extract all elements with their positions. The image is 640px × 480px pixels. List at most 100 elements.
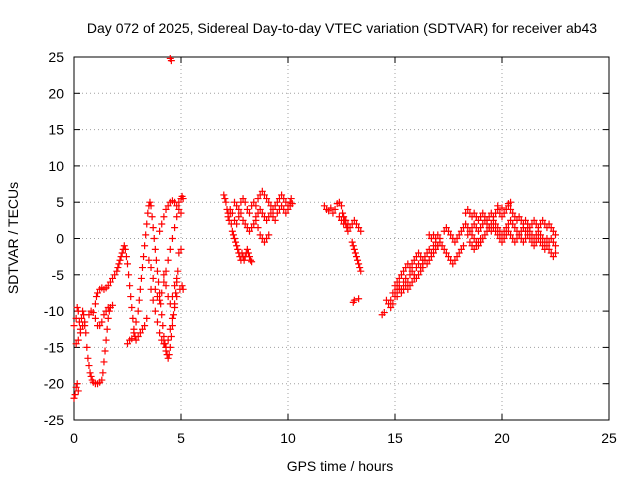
y-tick-label: 25 (48, 49, 64, 65)
data-point (77, 314, 85, 322)
data-point (356, 264, 364, 272)
data-point (256, 231, 264, 239)
data-point (350, 245, 358, 253)
data-point (408, 260, 416, 268)
data-point (502, 224, 510, 232)
data-point (152, 256, 160, 264)
data-point (355, 224, 363, 232)
data-point (235, 213, 243, 221)
y-tick-label: 0 (56, 231, 64, 247)
data-point (511, 238, 519, 246)
data-point (175, 249, 183, 257)
data-point (143, 220, 151, 228)
data-point (237, 209, 245, 217)
data-point (221, 195, 229, 203)
data-point (288, 200, 296, 208)
data-point (466, 227, 474, 235)
data-point (436, 238, 444, 246)
data-point (397, 271, 405, 279)
data-point (258, 209, 266, 217)
data-point (427, 253, 435, 261)
data-point (132, 336, 140, 344)
data-point (552, 242, 559, 250)
data-point (109, 274, 117, 282)
data-point (406, 264, 414, 272)
data-point (111, 271, 119, 279)
data-point (102, 336, 110, 344)
data-point (265, 231, 273, 239)
data-point (352, 220, 360, 228)
data-point (267, 209, 275, 217)
data-point (507, 216, 515, 224)
data-point (173, 202, 181, 210)
data-point (477, 235, 485, 242)
data-point (474, 216, 482, 224)
data-point (543, 242, 551, 250)
data-point (164, 202, 172, 210)
data-point (245, 253, 253, 261)
y-tick-label: -10 (44, 303, 64, 319)
data-point (271, 216, 279, 224)
data-point (174, 267, 182, 275)
data-point (404, 285, 412, 293)
data-point (89, 309, 97, 317)
data-point (233, 202, 241, 210)
data-point (451, 256, 459, 264)
data-point (147, 264, 155, 272)
data-point (537, 231, 545, 239)
data-point (331, 205, 339, 213)
data-point (91, 300, 99, 308)
data-point (162, 282, 170, 290)
data-point (136, 329, 144, 337)
data-point (134, 333, 142, 341)
data-point (137, 274, 145, 282)
data-point (335, 213, 343, 221)
x-tick-label: 25 (601, 430, 617, 446)
data-point (91, 314, 99, 322)
data-point (494, 202, 502, 210)
data-point (85, 362, 93, 370)
data-point (329, 209, 337, 217)
data-point (248, 224, 256, 232)
data-point (239, 216, 247, 224)
data-point (87, 372, 95, 380)
data-point (457, 245, 465, 253)
y-tick-label: 5 (56, 194, 64, 210)
data-point (349, 242, 357, 250)
data-point (320, 202, 328, 210)
data-point (344, 227, 352, 235)
x-tick-label: 15 (387, 430, 403, 446)
data-point (380, 309, 388, 317)
data-point (466, 238, 474, 246)
data-point (162, 205, 170, 213)
data-point (166, 245, 174, 253)
data-point (389, 300, 397, 308)
data-points (70, 54, 559, 402)
data-point (166, 325, 174, 333)
data-point (145, 256, 153, 264)
data-point (175, 205, 183, 213)
data-point (144, 209, 152, 217)
data-point (168, 293, 176, 301)
data-point (494, 231, 502, 239)
data-point (351, 249, 359, 257)
data-point (156, 329, 164, 337)
data-point (158, 220, 166, 228)
data-point (481, 216, 489, 224)
data-point (149, 274, 157, 282)
data-point (552, 231, 559, 239)
y-axis-label: SDTVAR / TECUs (5, 182, 21, 294)
data-point (79, 307, 87, 315)
data-point (549, 238, 557, 246)
data-point (231, 216, 238, 224)
data-point (134, 307, 142, 315)
data-point (158, 336, 166, 344)
data-point (287, 195, 295, 203)
data-point (168, 314, 176, 322)
data-point (500, 235, 508, 242)
data-point (250, 220, 258, 228)
data-point (132, 318, 140, 326)
data-point (278, 202, 286, 210)
data-point (339, 209, 347, 217)
